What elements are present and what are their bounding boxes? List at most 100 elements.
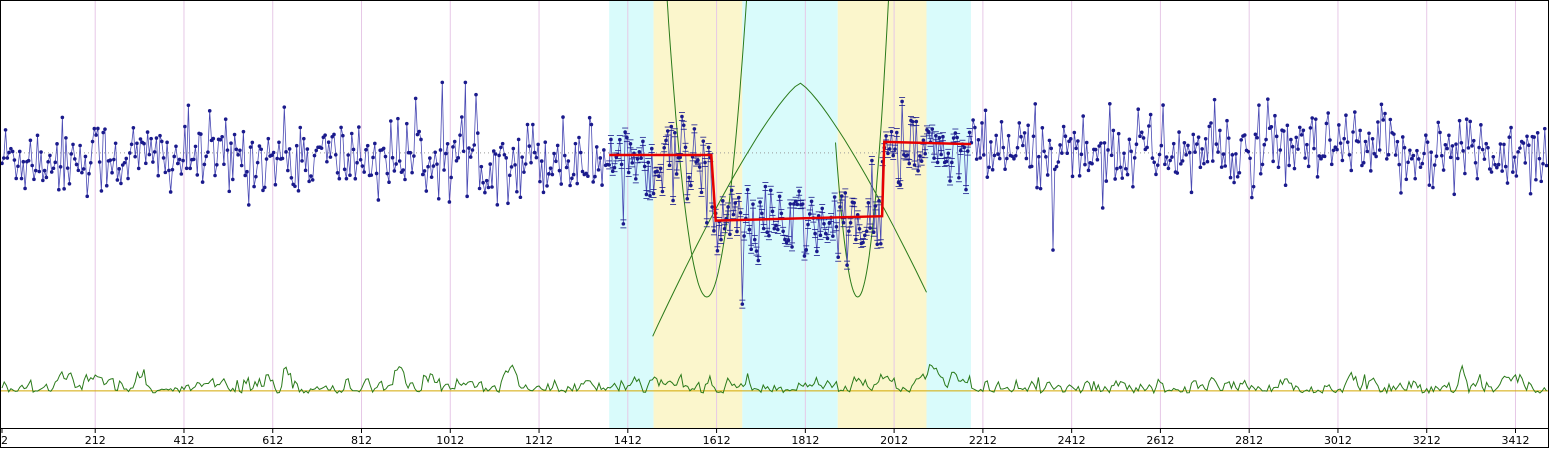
data-point — [303, 168, 308, 173]
data-point — [385, 171, 390, 176]
x-tick-label: 1212 — [525, 434, 553, 447]
data-point — [729, 188, 734, 193]
data-point — [790, 245, 794, 249]
data-point — [117, 167, 121, 171]
data-point — [481, 180, 485, 185]
data-point — [1326, 111, 1330, 115]
data-point — [813, 231, 817, 236]
data-point — [1370, 136, 1375, 141]
data-point — [474, 92, 478, 97]
data-point — [1450, 144, 1455, 148]
data-point — [641, 139, 645, 144]
data-point — [270, 153, 274, 157]
data-point — [1024, 156, 1029, 161]
data-point — [202, 162, 207, 167]
data-point — [307, 179, 311, 184]
data-point — [460, 115, 464, 119]
data-point — [921, 138, 926, 143]
data-point — [589, 122, 594, 127]
data-point — [657, 174, 661, 179]
data-point — [14, 176, 19, 181]
data-point — [1242, 133, 1247, 137]
data-point — [1038, 186, 1043, 191]
data-point — [115, 178, 120, 182]
data-point — [1108, 102, 1112, 106]
data-point — [458, 133, 462, 137]
data-point — [371, 155, 375, 160]
data-point — [706, 145, 711, 150]
data-point — [990, 167, 995, 172]
data-point — [923, 151, 927, 156]
data-point — [451, 145, 455, 149]
data-point — [1507, 135, 1512, 140]
data-point — [1368, 169, 1373, 173]
step-fit-line — [609, 140, 971, 222]
data-point — [1415, 148, 1419, 153]
data-point — [72, 157, 77, 161]
data-point — [820, 206, 825, 211]
data-point — [422, 169, 427, 173]
data-point — [1383, 111, 1387, 116]
data-point — [445, 141, 450, 146]
data-point — [673, 130, 677, 135]
data-point — [349, 131, 354, 136]
data-point — [467, 146, 471, 150]
data-point — [864, 229, 869, 234]
data-point — [628, 142, 633, 146]
data-point — [1060, 151, 1064, 155]
data-point — [648, 193, 652, 198]
data-point — [861, 240, 865, 245]
data-point — [1253, 132, 1258, 137]
data-point — [470, 148, 475, 152]
data-point — [332, 132, 336, 137]
data-point — [1063, 134, 1068, 138]
data-point — [181, 158, 185, 163]
data-point — [518, 195, 523, 200]
data-point — [136, 166, 141, 171]
data-point — [1347, 152, 1352, 157]
data-point — [1416, 157, 1421, 161]
data-point — [1445, 146, 1449, 151]
data-point — [420, 172, 425, 177]
data-point — [1260, 162, 1265, 167]
data-point — [271, 150, 276, 155]
data-point — [745, 187, 750, 192]
data-point — [1116, 131, 1121, 136]
data-point — [548, 166, 553, 171]
data-point — [1527, 143, 1531, 148]
data-point — [225, 148, 230, 152]
data-point — [200, 180, 205, 184]
data-point — [172, 154, 177, 159]
data-point — [731, 212, 736, 217]
data-point — [1258, 171, 1263, 176]
data-point — [573, 141, 578, 146]
data-point — [333, 152, 338, 157]
data-point — [832, 195, 837, 199]
data-point — [1392, 132, 1396, 136]
data-point — [1090, 161, 1094, 166]
data-point — [1200, 147, 1204, 151]
data-point — [504, 156, 508, 160]
data-point — [426, 164, 430, 169]
data-point — [1168, 158, 1172, 163]
data-point — [431, 164, 436, 168]
data-point — [992, 153, 997, 158]
data-point — [1095, 157, 1100, 162]
data-point — [159, 139, 164, 144]
x-tick-label: 212 — [85, 434, 106, 447]
data-point — [1337, 123, 1341, 127]
data-point — [1299, 133, 1304, 137]
data-point — [454, 158, 459, 163]
data-point — [1232, 180, 1236, 185]
data-point — [1308, 126, 1313, 130]
data-point — [500, 141, 505, 146]
data-point — [781, 229, 785, 234]
data-point — [577, 135, 581, 140]
data-point — [479, 164, 484, 169]
data-point — [58, 165, 63, 169]
data-point — [527, 144, 532, 148]
data-point — [0, 161, 4, 166]
data-point — [7, 150, 11, 155]
data-point — [364, 147, 368, 152]
data-point — [259, 147, 264, 152]
